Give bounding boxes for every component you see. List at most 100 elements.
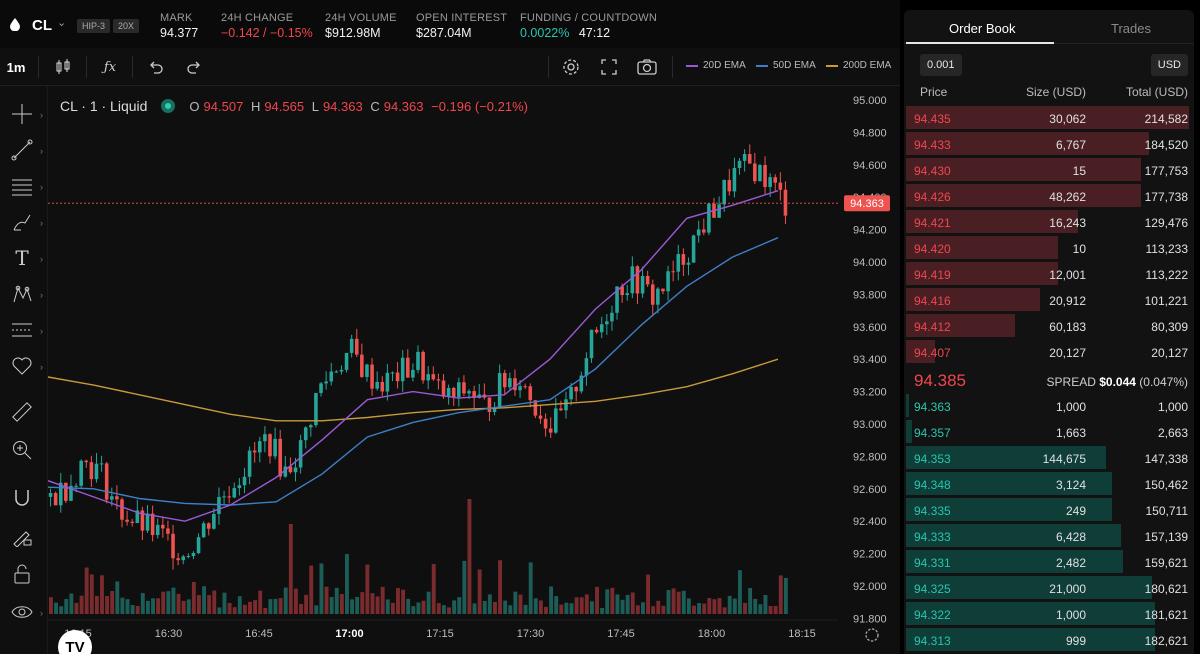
volume-bar [559, 604, 564, 614]
bid-row[interactable]: 94.348 3,124 150,462 [904, 472, 1194, 496]
volume-bar [549, 586, 554, 614]
redo-icon[interactable] [183, 56, 205, 78]
bid-row[interactable]: 94.357 1,663 2,663 [904, 420, 1194, 444]
candle-body [666, 271, 670, 292]
active-tab-underline [906, 42, 1054, 44]
volume-bar [436, 603, 441, 614]
heart-icon[interactable] [8, 352, 36, 380]
candle-body [339, 369, 344, 372]
volume-bar [574, 597, 579, 614]
tick-size-select[interactable]: 0.001 [920, 54, 962, 76]
axis-settings-icon[interactable] [865, 628, 879, 642]
candle-body [298, 440, 303, 468]
candle-body [227, 496, 231, 498]
volume-bar [268, 599, 273, 614]
crosshair-icon[interactable] [8, 100, 36, 128]
bid-row[interactable]: 94.331 2,482 159,621 [904, 550, 1194, 574]
candle-body [763, 165, 767, 187]
volume-bar [84, 567, 89, 614]
undo-icon[interactable] [145, 56, 167, 78]
indicators-icon[interactable]: ƒx [103, 59, 117, 75]
candle-body [104, 463, 109, 500]
bid-row[interactable]: 94.333 6,428 157,139 [904, 524, 1194, 548]
price-chart[interactable]: 95.00094.80094.60094.40094.20094.00093.8… [48, 86, 900, 654]
volume-bar [227, 602, 232, 614]
camera-icon[interactable] [635, 56, 659, 78]
volume-bar [743, 602, 747, 614]
bid-total: 181,621 [1144, 608, 1188, 622]
currency-select[interactable]: USD [1150, 54, 1188, 76]
volume-bar [554, 596, 559, 614]
bid-row[interactable]: 94.353 144,675 147,338 [904, 446, 1194, 470]
pattern-icon[interactable] [8, 280, 36, 308]
depth-bar [906, 158, 1141, 181]
ask-row[interactable]: 94.426 48,262 177,738 [904, 184, 1194, 208]
ask-row[interactable]: 94.435 30,062 214,582 [904, 106, 1194, 130]
depth-bar [906, 184, 1141, 207]
ask-size: 48,262 [1049, 190, 1086, 204]
interval-button[interactable]: 1m [6, 59, 26, 75]
candle-body [518, 386, 522, 391]
candle-body [171, 533, 175, 559]
ask-size: 12,001 [1049, 268, 1086, 282]
volume-bar [283, 587, 288, 614]
trendline-icon[interactable] [8, 136, 36, 164]
tab-trades[interactable]: Trades [1111, 21, 1151, 36]
ask-total: 113,222 [1145, 268, 1189, 282]
eye-icon[interactable] [8, 598, 36, 626]
bid-row[interactable]: 94.363 1,000 1,000 [904, 394, 1194, 418]
ask-row[interactable]: 94.419 12,001 113,222 [904, 262, 1194, 286]
funding-rate: 0.0022% [520, 26, 570, 40]
candle-body [395, 372, 400, 382]
bid-row[interactable]: 94.335 249 150,711 [904, 498, 1194, 522]
candle-body [630, 266, 635, 294]
ask-total: 80,309 [1151, 320, 1188, 334]
candle-body [727, 179, 732, 192]
settings-gear-icon[interactable] [560, 56, 582, 78]
ask-row[interactable]: 94.416 20,912 101,221 [904, 288, 1194, 312]
ask-size: 16,243 [1049, 216, 1086, 230]
ask-row[interactable]: 94.420 10 113,233 [904, 236, 1194, 260]
volume-bar [671, 588, 676, 614]
candle-body [161, 524, 165, 529]
magnet-icon[interactable] [8, 484, 36, 512]
zoom-in-icon[interactable] [8, 436, 36, 464]
ask-row[interactable]: 94.421 16,243 129,476 [904, 210, 1194, 234]
ask-size: 60,183 [1049, 320, 1086, 334]
fullscreen-icon[interactable] [598, 56, 620, 78]
ask-row[interactable]: 94.407 20,127 20,127 [904, 340, 1194, 364]
text-tool-icon[interactable]: T [15, 246, 29, 270]
candle-body [696, 229, 701, 236]
candle-body [737, 160, 742, 168]
tradingview-logo[interactable]: TV [58, 630, 92, 654]
bid-row[interactable]: 94.325 21,000 180,621 [904, 576, 1194, 600]
measure-icon[interactable] [8, 316, 36, 344]
volume-bar [523, 604, 528, 614]
depth-bar [906, 106, 1190, 129]
ruler-icon[interactable] [8, 398, 36, 426]
lock-icon[interactable] [8, 560, 36, 588]
ask-row[interactable]: 94.430 15 177,753 [904, 158, 1194, 182]
volume-bar [253, 600, 258, 614]
candle-body [206, 523, 211, 529]
brush-icon[interactable] [8, 208, 36, 236]
candle-body [334, 371, 339, 373]
bid-row[interactable]: 94.313 999 182,621 [904, 628, 1194, 652]
candle-body [635, 266, 640, 294]
ask-row[interactable]: 94.433 6,767 184,520 [904, 132, 1194, 156]
chevron-down-icon[interactable]: ⌄ [57, 17, 67, 29]
candles-icon[interactable] [52, 56, 74, 78]
volume-bar [717, 598, 722, 614]
tab-order-book[interactable]: Order Book [949, 21, 1016, 36]
lock-drawing-icon[interactable] [8, 522, 36, 550]
ask-row[interactable]: 94.412 60,183 80,309 [904, 314, 1194, 338]
bid-row[interactable]: 94.322 1,000 181,621 [904, 602, 1194, 626]
symbol-name[interactable]: CL [32, 17, 52, 34]
candle-body [523, 386, 527, 388]
time-tick-label: 18:15 [788, 628, 816, 640]
depth-bar [906, 420, 912, 443]
ema20-line [48, 190, 779, 522]
fib-lines-icon[interactable] [8, 172, 36, 200]
bid-size: 2,482 [1055, 556, 1086, 570]
volume-bar [513, 591, 518, 614]
